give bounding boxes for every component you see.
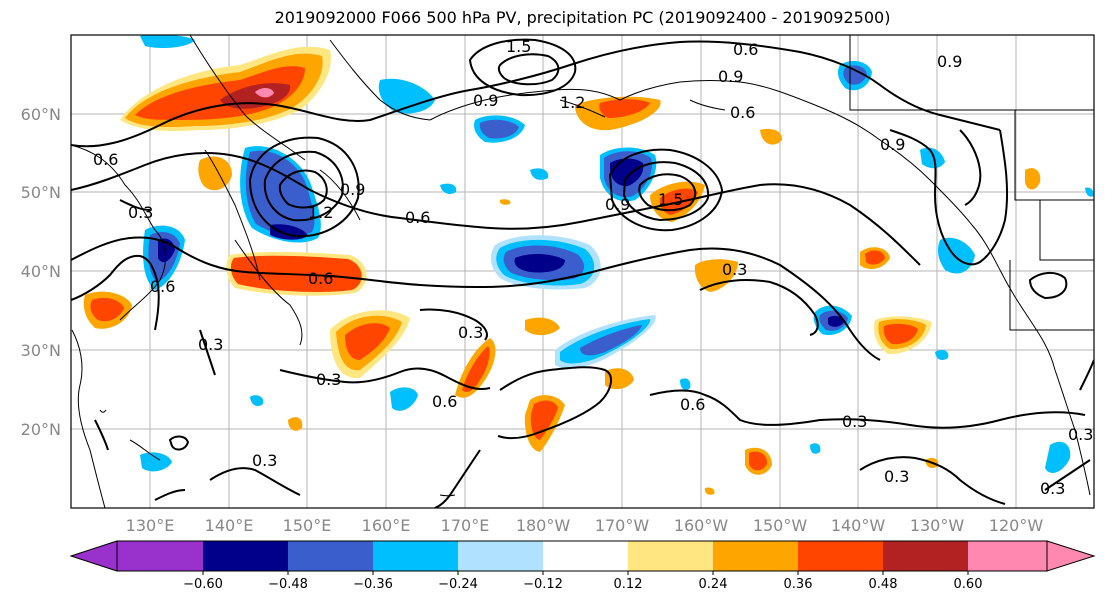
contour-label: 0.6 xyxy=(93,150,118,169)
contour-label: 0.6 xyxy=(733,40,758,59)
lon-label-130e: 130°E xyxy=(126,516,175,535)
lat-label-30n: 30°N xyxy=(21,341,61,360)
contour-label: 0.3 xyxy=(1040,479,1065,498)
contour-label: 0.6 xyxy=(730,103,755,122)
contour-label: 0.3 xyxy=(722,260,747,279)
lon-label-120w: 120°W xyxy=(989,516,1044,535)
contour-label: 0.6 xyxy=(150,277,175,296)
colorbar-tick-label: 0.60 xyxy=(954,577,983,592)
colorbar-bin xyxy=(968,541,1047,571)
contour-label: 0.3 xyxy=(198,335,223,354)
lon-label-180w: 180°W xyxy=(516,516,571,535)
lon-label-150e: 150°E xyxy=(283,516,332,535)
lon-label-160w: 160°W xyxy=(674,516,729,535)
colorbar-bin xyxy=(458,541,543,571)
colorbar-tick-label: 0.24 xyxy=(699,577,728,592)
contour-label: 0.9 xyxy=(605,195,630,214)
contour-label: 0.9 xyxy=(937,52,962,71)
colorbar-bin xyxy=(713,541,798,571)
lat-label-20n: 20°N xyxy=(21,420,61,439)
boundaries xyxy=(849,35,1094,331)
contour-label: 1.5 xyxy=(658,190,683,209)
contour-label: 0.6 xyxy=(405,208,430,227)
contour-label: 0.3 xyxy=(252,451,277,470)
colorbar-bin xyxy=(203,541,288,571)
colorbar-tick-label: −0.24 xyxy=(438,577,478,592)
contour-label: 0.3 xyxy=(458,323,483,342)
colorbar-frame xyxy=(116,540,1048,572)
coastlines xyxy=(71,35,1091,508)
lon-label-140e: 140°E xyxy=(205,516,254,535)
contour-label: 1.2 xyxy=(308,203,333,222)
contour-label: 1.2 xyxy=(560,93,585,112)
colorbar-tick-label: −0.48 xyxy=(268,577,308,592)
latitude-labels: 60°N 50°N 40°N 30°N 20°N xyxy=(21,105,61,439)
contour-label: 0.9 xyxy=(473,91,498,110)
map-frame xyxy=(70,34,1095,509)
colorbar-bin xyxy=(288,541,373,571)
colorbar-tick-label: −0.60 xyxy=(183,577,223,592)
colorbar-bin xyxy=(117,541,203,571)
colorbar-bin xyxy=(628,541,713,571)
contour-label: 0.6 xyxy=(680,395,705,414)
contour-label: 0.9 xyxy=(340,180,365,199)
colorbar-ticks xyxy=(202,571,969,575)
contour-label: 0.3 xyxy=(316,370,341,389)
contour-label-group: 1.5 0.6 0.9 1.2 0.9 0.6 0.9 0.6 0.3 0.6 … xyxy=(93,37,1093,498)
contour-label: 0.6 xyxy=(432,392,457,411)
pv-contours xyxy=(71,38,1094,508)
contour-label: 0.9 xyxy=(718,67,743,86)
lon-label-160e: 160°E xyxy=(362,516,411,535)
lon-label-150w: 150°W xyxy=(753,516,808,535)
colorbar-tick-label: 0.12 xyxy=(614,577,643,592)
map-panel: 1.5 0.6 0.9 1.2 0.9 0.6 0.9 0.6 0.3 0.6 … xyxy=(70,34,1095,509)
colorbar-bin xyxy=(798,541,883,571)
colorbar-tick-label: −0.36 xyxy=(353,577,393,592)
contour-label: 0.3 xyxy=(128,203,153,222)
map-title: 2019092000 F066 500 hPa PV, precipitatio… xyxy=(274,8,891,27)
colorbar-extend-low xyxy=(69,540,118,572)
colorbar-extend-high xyxy=(1046,540,1096,572)
colorbar: −0.60 −0.48 −0.36 −0.24 −0.12 0.12 0.24 … xyxy=(69,540,1096,592)
colorbar-tick-label: 0.36 xyxy=(784,577,813,592)
colorbar-bin xyxy=(373,541,458,571)
lat-label-60n: 60°N xyxy=(21,105,61,124)
colorbar-tick-label: −0.12 xyxy=(523,577,563,592)
contour-label: 0.3 xyxy=(1068,425,1093,444)
colorbar-bin xyxy=(543,541,628,571)
lon-label-170e: 170°E xyxy=(441,516,490,535)
contour-label: 0.3 xyxy=(884,467,909,486)
contour-label: 0.9 xyxy=(880,135,905,154)
lon-label-170w: 170°W xyxy=(595,516,650,535)
longitude-labels: 130°E 140°E 150°E 160°E 170°E 180°W 170°… xyxy=(126,516,1044,535)
lon-label-130w: 130°W xyxy=(910,516,965,535)
colorbar-tick-label: 0.48 xyxy=(869,577,898,592)
lat-label-50n: 50°N xyxy=(21,183,61,202)
contour-label: 0.6 xyxy=(308,269,333,288)
colorbar-bin xyxy=(883,541,968,571)
contour-label: 0.3 xyxy=(842,412,867,431)
contour-label: 1.5 xyxy=(506,37,531,56)
lon-label-140w: 140°W xyxy=(831,516,886,535)
lat-label-40n: 40°N xyxy=(21,262,61,281)
